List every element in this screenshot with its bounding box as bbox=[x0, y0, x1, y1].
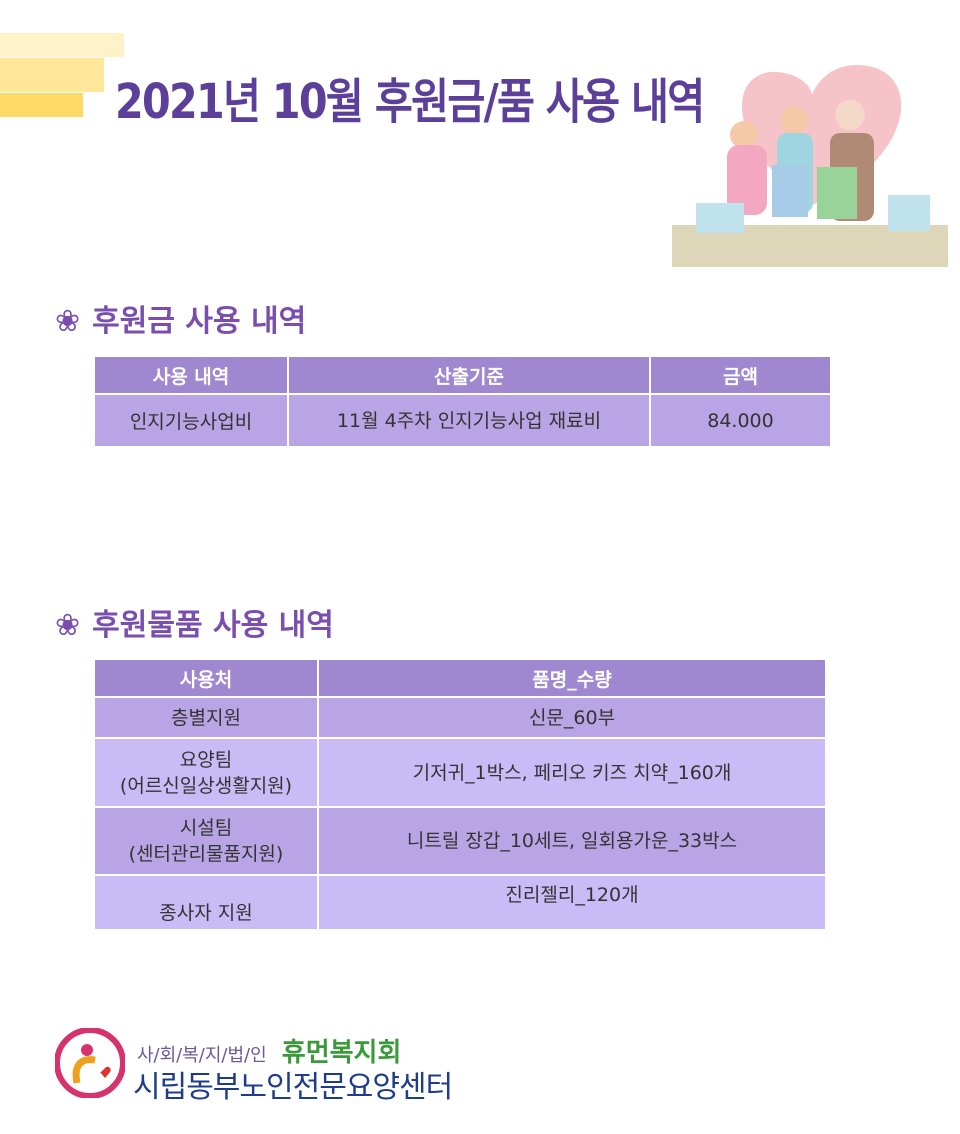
center-name: 시립동부노인전문요양센터 bbox=[133, 1070, 453, 1105]
table-header-row: 사용 내역 산출기준 금액 bbox=[95, 357, 830, 393]
table-row: 시설팀 (센터관리물품지원) 니트릴 장갑_10세트, 일회용가운_33박스 bbox=[95, 808, 825, 874]
section-heading-donation: ❀ 후원금 사용 내역 bbox=[55, 296, 306, 340]
place-text: 시설팀 bbox=[179, 817, 233, 839]
table-cell: 인지기능사업비 bbox=[95, 395, 287, 446]
table-cell-items: 진리젤리_120개 bbox=[319, 876, 825, 929]
column-header: 산출기준 bbox=[289, 357, 649, 393]
table-cell-items: 신문_60부 bbox=[319, 698, 825, 737]
column-header: 품명_수량 bbox=[319, 660, 825, 696]
section-heading-goods: ❀ 후원물품 사용 내역 bbox=[55, 600, 334, 644]
decor-bar bbox=[0, 33, 124, 57]
table-cell-place: 층별지원 bbox=[95, 698, 317, 737]
table-cell-place: 요양팀 (어르신일상생활지원) bbox=[95, 739, 317, 806]
flower-icon: ❀ bbox=[55, 304, 81, 339]
decor-bar bbox=[0, 93, 83, 117]
column-header: 금액 bbox=[651, 357, 830, 393]
column-header: 사용 내역 bbox=[95, 357, 287, 393]
table-row: 인지기능사업비 11월 4주차 인지기능사업 재료비 84.000 bbox=[95, 395, 830, 446]
family-gift-illustration bbox=[672, 65, 948, 267]
table-cell-items: 기저귀_1박스, 페리오 키즈 치약_160개 bbox=[319, 739, 825, 806]
place-subtext: (센터관리물품지원) bbox=[128, 843, 284, 865]
org-name: 휴먼복지회 bbox=[281, 1038, 402, 1068]
flower-icon: ❀ bbox=[55, 608, 81, 643]
section-heading-text: 후원금 사용 내역 bbox=[92, 304, 307, 339]
column-header: 사용처 bbox=[95, 660, 317, 696]
table-cell: 84.000 bbox=[651, 395, 830, 446]
table-cell-place: 시설팀 (센터관리물품지원) bbox=[95, 808, 317, 874]
decor-bar bbox=[0, 58, 104, 92]
page-title: 2021년 10월 후원금/품 사용 내역 bbox=[115, 74, 705, 130]
table-row: 층별지원 신문_60부 bbox=[95, 698, 825, 737]
table-cell-items: 니트릴 장갑_10세트, 일회용가운_33박스 bbox=[319, 808, 825, 874]
table-row: 종사자 지원 진리젤리_120개 bbox=[95, 876, 825, 929]
donation-usage-table: 사용 내역 산출기준 금액 인지기능사업비 11월 4주차 인지기능사업 재료비… bbox=[93, 355, 832, 448]
table-cell: 11월 4주차 인지기능사업 재료비 bbox=[289, 395, 649, 446]
table-cell-place: 종사자 지원 bbox=[95, 876, 317, 929]
table-row: 요양팀 (어르신일상생활지원) 기저귀_1박스, 페리오 키즈 치약_160개 bbox=[95, 739, 825, 806]
section-heading-text: 후원물품 사용 내역 bbox=[92, 608, 334, 643]
foundation-emblem bbox=[55, 1028, 125, 1098]
table-header-row: 사용처 품명_수량 bbox=[95, 660, 825, 696]
place-subtext: (어르신일상생활지원) bbox=[119, 774, 293, 797]
place-text: 층별지원 bbox=[171, 706, 241, 729]
goods-usage-table: 사용처 품명_수량 층별지원 신문_60부 요양팀 (어르신일상생활지원) 기저귀… bbox=[93, 658, 827, 931]
corp-label: 사/회/복/지/법/인 bbox=[137, 1045, 267, 1066]
place-text: 요양팀 bbox=[179, 748, 233, 771]
